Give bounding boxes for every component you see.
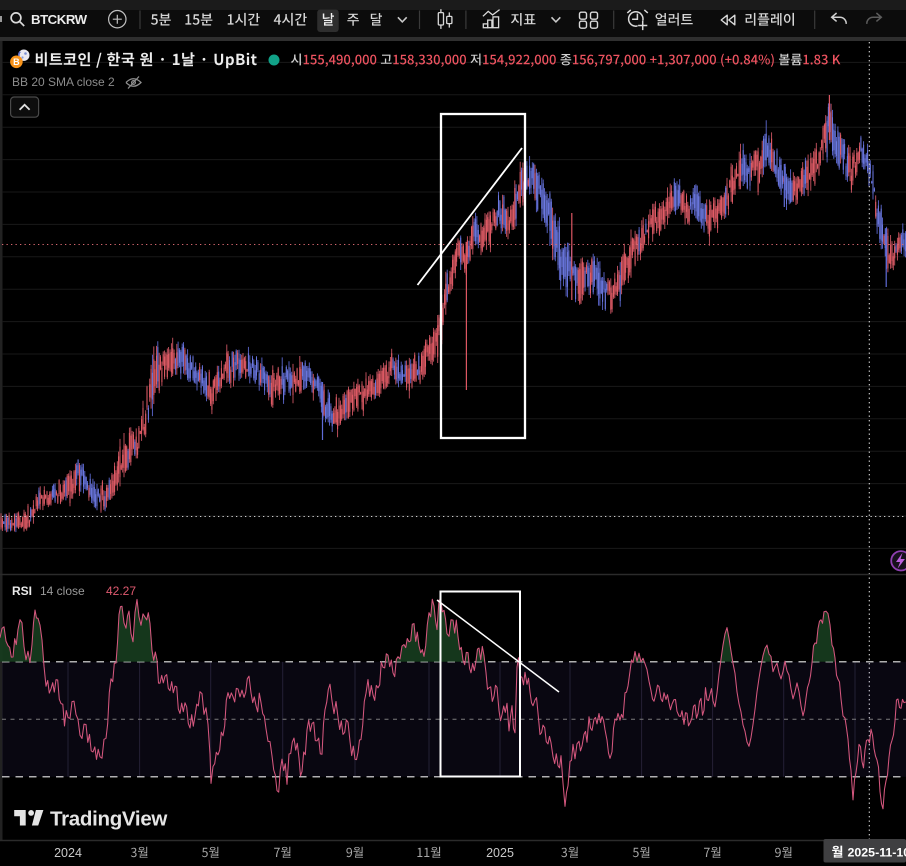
svg-text:2025: 2025 bbox=[486, 846, 514, 860]
svg-text:B: B bbox=[13, 57, 20, 67]
svg-text:14 close: 14 close bbox=[40, 584, 85, 598]
svg-text:BB 20 SMA close 2: BB 20 SMA close 2 bbox=[12, 75, 115, 89]
svg-text:BTCKRW: BTCKRW bbox=[31, 12, 88, 27]
svg-text:RSI: RSI bbox=[12, 584, 32, 598]
svg-text:TradingView: TradingView bbox=[50, 808, 167, 831]
svg-text:2025-11-10: 2025-11-10 bbox=[848, 845, 906, 859]
svg-text:42.27: 42.27 bbox=[106, 584, 136, 598]
svg-text:2024: 2024 bbox=[54, 846, 82, 860]
